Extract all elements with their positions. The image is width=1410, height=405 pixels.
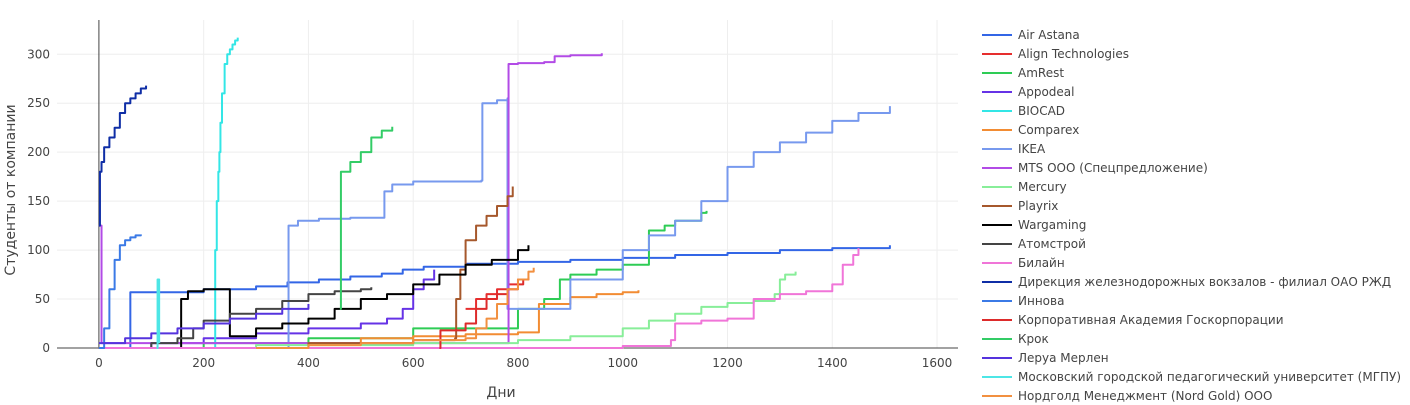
- x-tick-label: 0: [95, 356, 103, 370]
- legend-item[interactable]: Леруа Мерлен: [982, 348, 1402, 367]
- series-line-wargaming: [98, 245, 530, 349]
- legend-label: AmRest: [1018, 65, 1065, 80]
- legend-swatch: [982, 204, 1012, 207]
- y-tick-label: 100: [27, 243, 50, 257]
- legend-item[interactable]: Air Astana: [982, 25, 1402, 44]
- series-line-mts-ooo-спецпредложение: [98, 53, 603, 345]
- legend-label: Корпоративная Академия Госкорпорации: [1018, 312, 1284, 327]
- legend-label: BIOCAD: [1018, 103, 1066, 118]
- legend-swatch: [982, 299, 1012, 302]
- legend-swatch: [982, 166, 1012, 169]
- legend-label: MTS OOO (Спецпредложение): [1018, 160, 1208, 175]
- y-tick-label: 0: [42, 341, 50, 355]
- legend-item[interactable]: IKEA: [982, 139, 1402, 158]
- legend-label: Playrix: [1018, 198, 1059, 213]
- legend-item[interactable]: Московский городской педагогический унив…: [982, 367, 1402, 386]
- tick-labels: 0 200 400 600 800 1000 1200 1400 1600 0 50 100 150 20…: [27, 47, 952, 370]
- series-line-air-astana: [98, 245, 891, 349]
- y-tick-label: 50: [35, 292, 50, 306]
- y-tick-label: 250: [27, 96, 50, 110]
- series-line-леруа-мерлен: [98, 303, 310, 345]
- x-tick-label: 1000: [607, 356, 638, 370]
- legend-swatch: [982, 147, 1012, 150]
- series-line-крок: [339, 126, 394, 310]
- legend-swatch: [982, 242, 1012, 245]
- y-tick-label: 150: [27, 194, 50, 208]
- legend-label: Леруа Мерлен: [1018, 350, 1109, 365]
- legend-swatch: [982, 261, 1012, 264]
- legend-label: Mercury: [1018, 179, 1067, 194]
- legend-label: Align Technologies: [1018, 46, 1129, 61]
- legend-item[interactable]: Корпоративная Академия Госкорпорации: [982, 310, 1402, 329]
- y-axis-label: Студенты от компании: [3, 104, 19, 275]
- legend-label: Билайн: [1018, 255, 1065, 270]
- legend-item[interactable]: Билайн: [982, 253, 1402, 272]
- x-tick-label: 200: [192, 356, 215, 370]
- legend-swatch: [982, 71, 1012, 74]
- legend-swatch: [982, 90, 1012, 93]
- x-tick-label: 1200: [712, 356, 743, 370]
- legend-swatch: [982, 375, 1012, 378]
- legend-label: Нордголд Менеджмент (Nord Gold) ООО: [1018, 388, 1273, 403]
- series-layer: [98, 37, 891, 349]
- legend-label: Дирекция железнодорожных вокзалов - фили…: [1018, 274, 1392, 289]
- legend-label: Московский городской педагогический унив…: [1018, 369, 1402, 384]
- series-line-нордголд-менеджмент-nord-gold-ооо: [256, 267, 535, 349]
- y-tick-label: 200: [27, 145, 50, 159]
- legend-item[interactable]: Дирекция железнодорожных вокзалов - фили…: [982, 272, 1402, 291]
- legend-label: Appodeal: [1018, 84, 1075, 99]
- legend-item[interactable]: Playrix: [982, 196, 1402, 215]
- legend-label: Air Astana: [1018, 27, 1080, 42]
- legend-swatch: [982, 185, 1012, 188]
- legend-label: Wargaming: [1018, 217, 1087, 232]
- legend-item[interactable]: Mercury: [982, 177, 1402, 196]
- legend-label: Comparex: [1018, 122, 1080, 137]
- series-line-московский-городской-педагогический-университет-мгпу: [156, 278, 161, 349]
- legend-label: Крок: [1018, 331, 1049, 346]
- series-line-appodeal: [98, 269, 436, 349]
- legend-swatch: [982, 52, 1012, 55]
- legend-swatch: [982, 109, 1012, 112]
- legend-item[interactable]: Appodeal: [982, 82, 1402, 101]
- legend-swatch: [982, 280, 1012, 283]
- legend-label: Атомстрой: [1018, 236, 1086, 251]
- x-tick-label: 400: [297, 356, 320, 370]
- legend-swatch: [982, 394, 1012, 397]
- series-line-билайн: [98, 248, 860, 349]
- legend-item[interactable]: Крок: [982, 329, 1402, 348]
- x-tick-label: 600: [402, 356, 425, 370]
- series-line-ikea: [98, 97, 891, 349]
- legend-item[interactable]: Иннова: [982, 291, 1402, 310]
- x-tick-label: 1600: [922, 356, 953, 370]
- legend-item[interactable]: Wargaming: [982, 215, 1402, 234]
- legend-item[interactable]: Comparex: [982, 120, 1402, 139]
- legend-item[interactable]: AmRest: [982, 63, 1402, 82]
- legend-swatch: [982, 223, 1012, 226]
- legend-swatch: [982, 356, 1012, 359]
- legend-swatch: [982, 318, 1012, 321]
- legend[interactable]: Air Astana Align Technologies AmRest Appode…: [982, 25, 1402, 405]
- series-line-дирекция-железнодорожных-вокзалов-филиал-оао-ржд: [98, 85, 148, 227]
- legend-item[interactable]: Атомстрой: [982, 234, 1402, 253]
- legend-label: IKEA: [1018, 141, 1046, 156]
- series-line-comparex: [308, 290, 640, 345]
- legend-label: Иннова: [1018, 293, 1065, 308]
- y-tick-label: 300: [27, 47, 50, 61]
- series-line-biocad: [214, 37, 239, 349]
- legend-item[interactable]: Нордголд Менеджмент (Nord Gold) ООО: [982, 386, 1402, 405]
- legend-swatch: [982, 33, 1012, 36]
- series-line-mercury: [98, 271, 797, 349]
- x-axis-label: Дни: [486, 385, 515, 400]
- legend-item[interactable]: BIOCAD: [982, 101, 1402, 120]
- x-tick-label: 1400: [817, 356, 848, 370]
- x-tick-label: 800: [507, 356, 530, 370]
- series-line-иннова: [98, 234, 142, 349]
- legend-swatch: [982, 128, 1012, 131]
- legend-swatch: [982, 337, 1012, 340]
- legend-item[interactable]: MTS OOO (Спецпредложение): [982, 158, 1402, 177]
- legend-item[interactable]: Align Technologies: [982, 44, 1402, 63]
